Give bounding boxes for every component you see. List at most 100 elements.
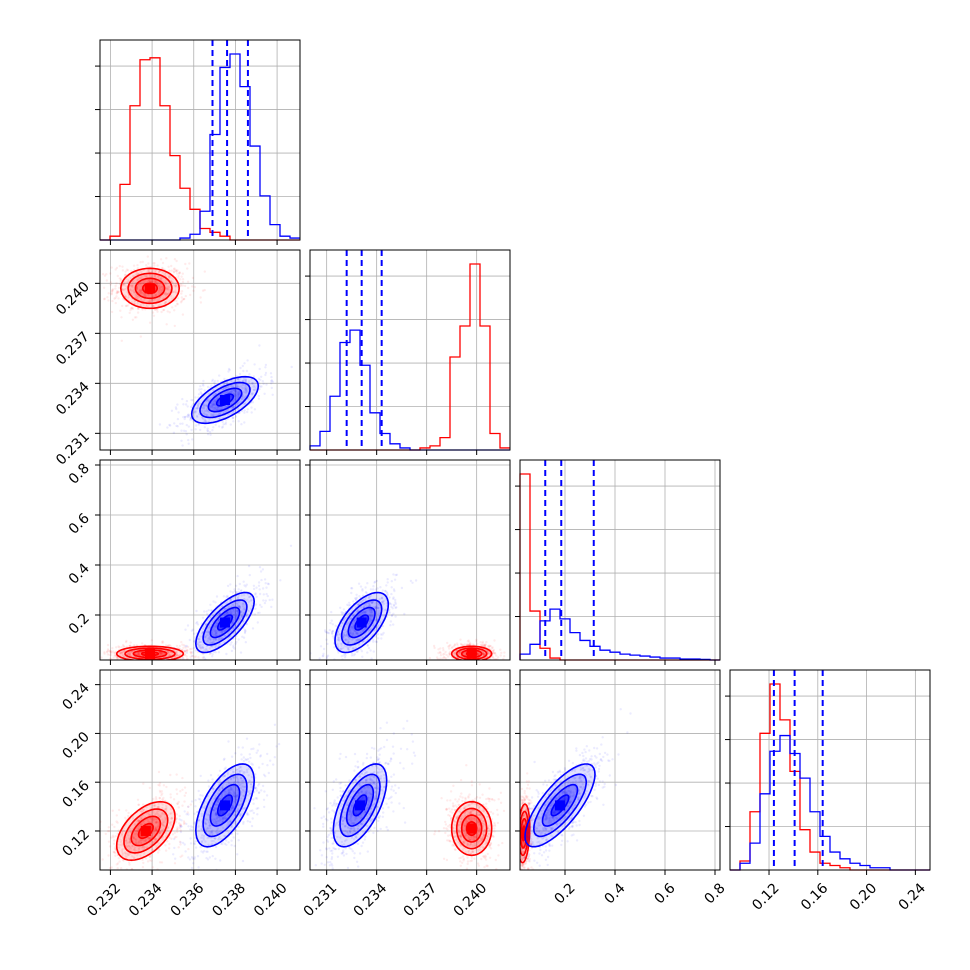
scatter-point: [443, 652, 446, 655]
scatter-point: [131, 844, 134, 848]
scatter-point: [193, 407, 197, 410]
scatter-point: [482, 652, 485, 655]
scatter-point: [164, 818, 167, 822]
scatter-point: [379, 633, 383, 636]
scatter-point: [344, 634, 347, 637]
scatter-point: [110, 657, 113, 660]
scatter-point: [388, 602, 391, 605]
scatter-point: [264, 371, 268, 375]
scatter-point: [162, 273, 165, 276]
scatter-point: [123, 649, 126, 653]
scatter-point: [238, 401, 241, 405]
scatter-point: [107, 854, 110, 857]
scatter-point: [253, 386, 256, 389]
scatter-point: [153, 264, 156, 267]
scatter-point: [230, 641, 233, 644]
scatter-point: [452, 645, 456, 648]
scatter-point: [460, 643, 463, 646]
scatter-point: [110, 650, 113, 654]
scatter-point: [122, 654, 125, 657]
scatter-point: [357, 664, 359, 666]
scatter-point: [207, 410, 211, 413]
scatter-point: [243, 598, 246, 601]
scatter-point: [156, 806, 159, 809]
scatter-point: [155, 845, 158, 848]
scatter-point: [392, 612, 395, 615]
scatter-point: [141, 281, 144, 284]
scatter-point: [353, 619, 356, 622]
scatter-point: [201, 416, 204, 419]
scatter-point: [466, 661, 468, 663]
scatter-point: [133, 832, 136, 836]
scatter-point: [374, 605, 378, 608]
scatter-point: [496, 656, 500, 659]
scatter-point: [368, 609, 371, 612]
scatter-point: [134, 662, 136, 664]
scatter-point: [251, 381, 254, 385]
scatter-point: [386, 592, 389, 595]
scatter-point: [214, 629, 217, 632]
scatter-point: [235, 590, 238, 594]
scatter-point: [202, 655, 205, 659]
scatter-point: [139, 271, 142, 275]
scatter-point: [128, 644, 132, 648]
scatter-point: [436, 657, 440, 660]
scatter-point: [350, 625, 354, 628]
scatter-point: [365, 602, 368, 605]
scatter-point: [260, 375, 263, 378]
scatter-point: [145, 303, 149, 306]
scatter-point: [237, 627, 241, 630]
scatter-point: [136, 302, 139, 305]
scatter-point: [147, 836, 150, 839]
scatter-point: [202, 643, 205, 646]
scatter-point: [499, 654, 502, 657]
scatter-point: [234, 601, 237, 605]
scatter-point: [432, 644, 436, 648]
scatter-point: [390, 586, 393, 589]
scatter-point: [214, 406, 217, 409]
scatter-point: [259, 378, 262, 382]
scatter-point: [238, 618, 241, 621]
scatter-point: [348, 612, 351, 615]
scatter-point: [236, 609, 239, 613]
scatter-point: [448, 652, 451, 655]
scatter-point: [131, 286, 134, 289]
scatter-point: [238, 582, 241, 586]
scatter-point: [233, 611, 236, 614]
scatter-point: [367, 604, 371, 608]
scatter-point: [190, 647, 193, 651]
scatter-point: [164, 301, 167, 304]
scatter-panel-3-0: 0.232 0.234 0.236 0.238 0.2400.120.160.200.2…: [59, 669, 301, 920]
scatter-point: [468, 641, 471, 644]
scatter-point: [138, 660, 140, 662]
scatter-point: [214, 646, 217, 649]
scatter-point: [356, 650, 359, 654]
scatter-point: [210, 413, 213, 416]
scatter-point: [181, 278, 185, 281]
scatter-point: [145, 264, 148, 267]
scatter-point: [353, 629, 357, 633]
scatter-point: [389, 620, 393, 623]
scatter-point: [124, 665, 126, 667]
scatter-point: [388, 608, 391, 611]
scatter-point: [113, 825, 116, 829]
scatter-point: [154, 829, 158, 832]
scatter-point: [130, 284, 134, 287]
scatter-point: [483, 664, 485, 666]
scatter-point: [138, 289, 142, 292]
scatter-point: [243, 396, 246, 399]
scatter-point: [159, 278, 162, 281]
scatter-point: [173, 267, 176, 270]
scatter-point: [140, 270, 143, 273]
scatter-point: [210, 405, 213, 408]
scatter-point: [372, 624, 375, 627]
scatter-point: [165, 283, 168, 286]
scatter-point: [221, 420, 224, 424]
scatter-point: [346, 638, 350, 641]
scatter-point: [207, 630, 210, 634]
scatter-point: [181, 298, 184, 301]
scatter-point: [133, 644, 136, 647]
scatter-point: [487, 651, 490, 654]
scatter-point: [343, 611, 346, 615]
scatter-point: [126, 652, 130, 656]
